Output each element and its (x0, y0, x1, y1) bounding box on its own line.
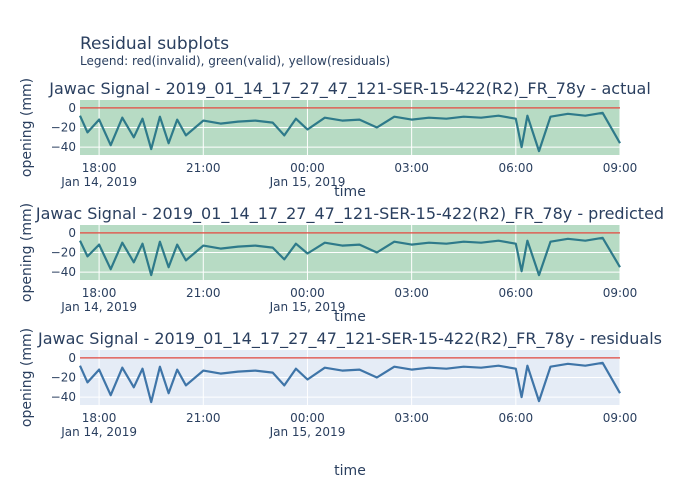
signal-line (78, 361, 621, 404)
x-tick-label: 06:00 (499, 411, 534, 425)
y-tick-label: −20 (51, 246, 76, 260)
x-tick-label: 18:00 (82, 286, 117, 300)
signal-line (79, 236, 621, 277)
x-tick-label: 09:00 (603, 161, 638, 175)
x-tick-sublabel: Jan 15, 2019 (269, 300, 346, 314)
subplot-title: Jawac Signal - 2019_01_14_17_27_47_121-S… (48, 79, 651, 99)
y-tick-label: 0 (68, 101, 76, 115)
x-tick-label: 00:00 (290, 161, 325, 175)
y-tick-label: −20 (51, 121, 76, 135)
figure-x-axis-label: time (334, 463, 366, 479)
y-tick-label: −40 (51, 390, 76, 404)
x-tick-label: 09:00 (603, 411, 638, 425)
y-axis-label: opening (mm) (19, 78, 35, 177)
x-tick-label: 09:00 (603, 286, 638, 300)
y-tick-label: −40 (51, 265, 76, 279)
y-tick-label: 0 (68, 226, 76, 240)
x-tick-label: 21:00 (186, 161, 221, 175)
x-tick-label: 03:00 (394, 286, 429, 300)
x-tick-label: 21:00 (186, 411, 221, 425)
y-axis-label: opening (mm) (19, 203, 35, 302)
x-tick-sublabel: Jan 15, 2019 (269, 175, 346, 189)
x-tick-label: 18:00 (82, 411, 117, 425)
y-tick-label: −40 (51, 140, 76, 154)
x-tick-label: 06:00 (499, 161, 534, 175)
y-tick-label: 0 (68, 351, 76, 365)
x-tick-sublabel: Jan 14, 2019 (60, 425, 137, 439)
signal-line (78, 111, 621, 153)
x-tick-label: 00:00 (290, 411, 325, 425)
x-tick-sublabel: Jan 15, 2019 (269, 425, 346, 439)
y-axis-label: opening (mm) (19, 328, 35, 427)
figure-title: Residual subplots (80, 34, 230, 54)
x-tick-label: 03:00 (394, 161, 429, 175)
subplot-title: Jawac Signal - 2019_01_14_17_27_47_121-S… (37, 329, 662, 349)
x-tick-label: 06:00 (499, 286, 534, 300)
x-axis-label: time (334, 309, 366, 325)
x-axis-label: time (334, 184, 366, 200)
x-tick-sublabel: Jan 14, 2019 (60, 300, 137, 314)
x-tick-label: 18:00 (82, 161, 117, 175)
subplot-title: Jawac Signal - 2019_01_14_17_27_47_121-S… (35, 204, 664, 224)
x-tick-label: 21:00 (186, 286, 221, 300)
y-tick-label: −20 (51, 371, 76, 385)
x-tick-sublabel: Jan 14, 2019 (60, 175, 137, 189)
x-tick-label: 03:00 (394, 411, 429, 425)
figure-subtitle: Legend: red(invalid), green(valid), yell… (80, 54, 391, 68)
x-tick-label: 00:00 (290, 286, 325, 300)
